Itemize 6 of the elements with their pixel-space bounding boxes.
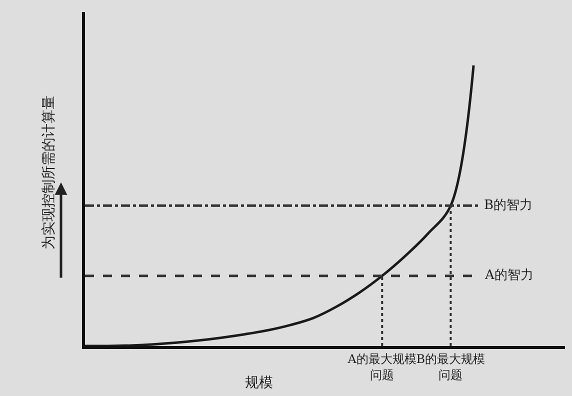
x-tick-label: A的最大规模问题 — [346, 352, 416, 382]
y-axis-title: 为实现控制所需的计算量 — [41, 96, 58, 250]
x-axis-title: 规模 — [245, 375, 273, 391]
ref-line-label: B的智力 — [484, 198, 533, 213]
ref-line-label: A的智力 — [484, 268, 534, 283]
x-tick-label: B的最大规模问题 — [416, 352, 486, 382]
